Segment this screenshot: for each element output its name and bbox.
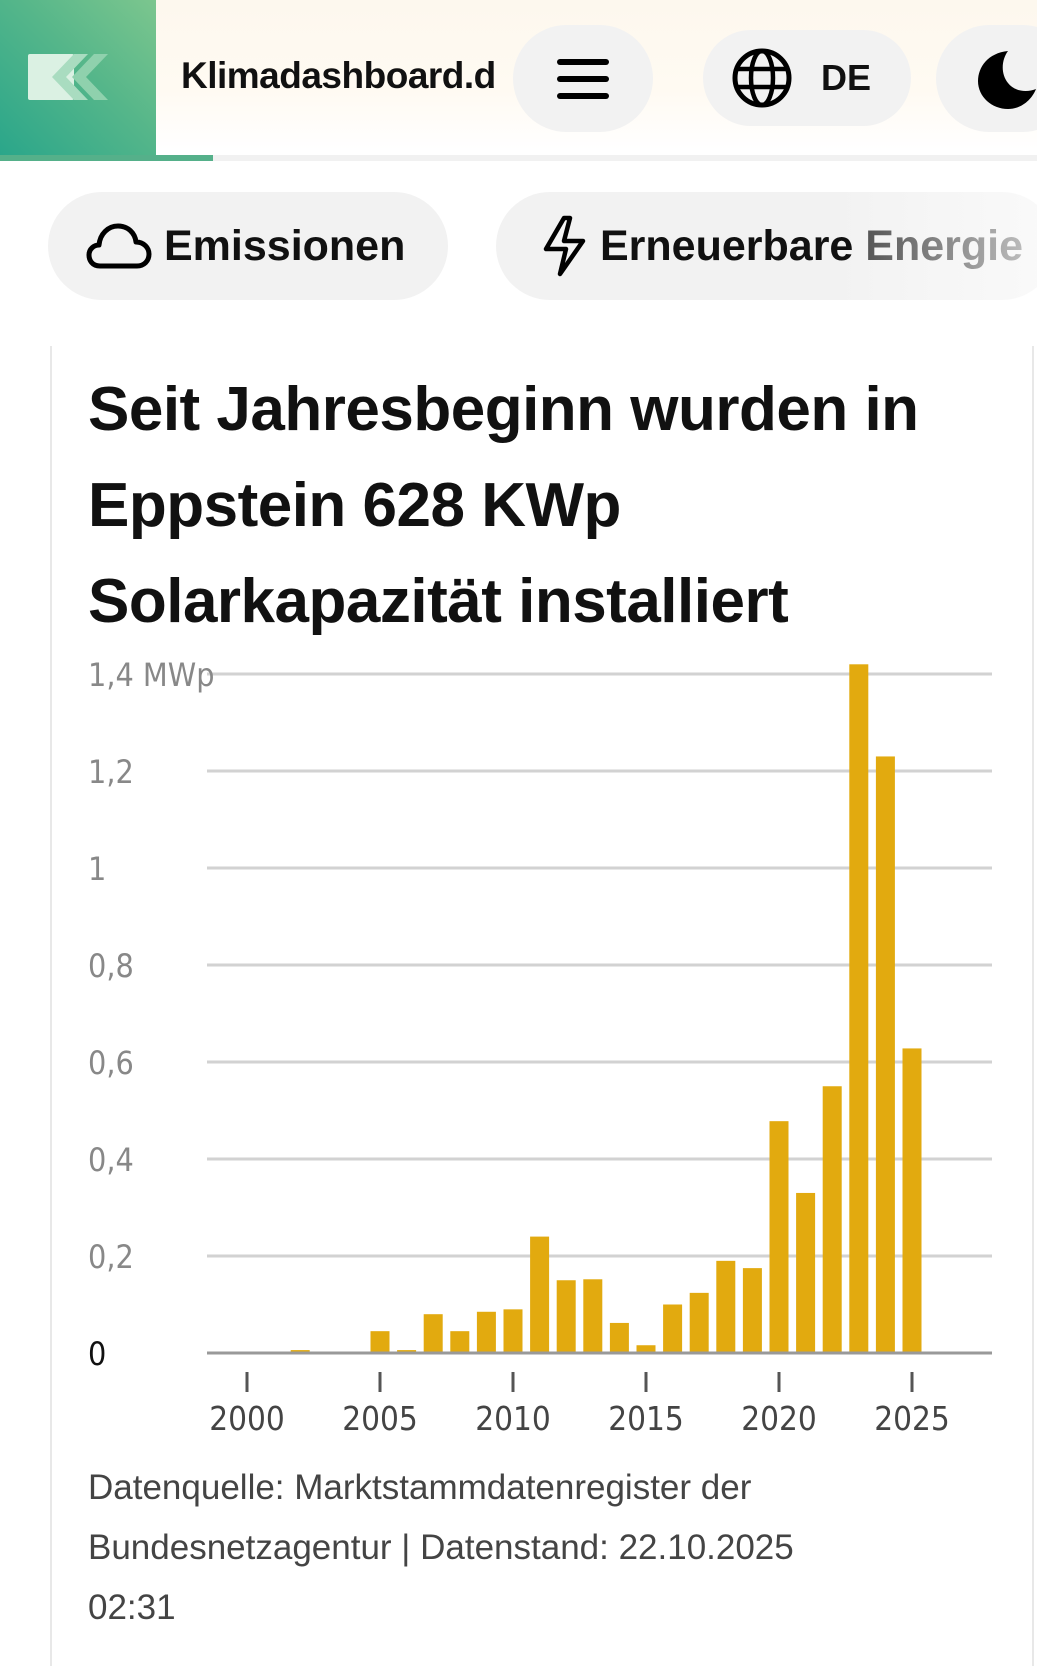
y-tick-label: 1,2 [88,753,134,791]
card-headline: Seit Jahresbeginn wurden in Eppstein 628… [88,375,919,636]
y-tick-label: 0,4 [88,1141,134,1179]
bar-2024[interactable] [875,756,895,1353]
bar-2018[interactable] [716,1260,736,1353]
bar-2005[interactable] [370,1331,390,1353]
site-title[interactable]: Klimadashboard.d [181,55,496,96]
bar-2009[interactable] [476,1311,496,1353]
scroll-progress-bar [0,155,1037,161]
bar-2019[interactable] [742,1268,762,1353]
source-line-2: Bundesnetzagentur | Datenstand: 22.10.20… [88,1528,794,1567]
y-tick-label: 1,4 MWp [88,656,215,694]
y-tick-label: 1 [88,850,106,888]
y-tick-label: 0 [88,1335,106,1373]
bar-2011[interactable] [530,1236,550,1353]
globe-icon [732,48,792,108]
lightning-icon [543,215,586,277]
source-line-1: Datenquelle: Marktstammdatenregister der [88,1468,752,1507]
bar-2007[interactable] [423,1314,443,1353]
bar-2023[interactable] [849,664,869,1353]
bar-2016[interactable] [663,1304,683,1354]
y-tick-label: 0,2 [88,1238,134,1276]
scroll-progress-fill [0,155,213,161]
nav-chip-label-faded: Energie [865,221,1024,270]
nav-chip-label: Erneuerbare Energie [600,222,1023,271]
x-tick-label: 2000 [209,1399,285,1438]
nav-chip-label: Emissionen [164,221,406,270]
theme-toggle-button[interactable] [936,25,1037,132]
bar-2025[interactable] [902,1048,922,1353]
bar-2022[interactable] [822,1086,842,1353]
logo[interactable] [0,0,156,156]
nav-chip-label-main: Erneuerbare [600,221,854,270]
moon-icon [978,50,1036,109]
menu-icon [557,58,609,99]
language-label: DE [821,57,872,98]
bar-2010[interactable] [503,1309,523,1353]
data-source-note: Datenquelle: Marktstammdatenregister der… [88,1458,988,1638]
bar-2013[interactable] [583,1279,603,1353]
bar-2021[interactable] [796,1192,816,1353]
y-tick-label: 0,8 [88,947,134,985]
source-line-3: 02:31 [88,1588,176,1627]
bar-2012[interactable] [556,1280,576,1353]
y-tick-label: 0,6 [88,1044,134,1082]
klimadashboard-logo-icon [28,54,108,100]
menu-button[interactable] [513,25,653,132]
bar-2020[interactable] [769,1121,789,1353]
bar-2008[interactable] [450,1331,470,1353]
nav-chip-erneuerbare-energien[interactable]: Erneuerbare Energie [496,192,1037,300]
x-tick-label: 2025 [874,1399,950,1438]
language-button[interactable]: DE [703,30,911,126]
bar-2015[interactable] [636,1345,656,1353]
bar-2014[interactable] [609,1322,629,1353]
x-tick-label: 2005 [342,1399,418,1438]
x-tick-label: 2020 [741,1399,817,1438]
bar-2017[interactable] [689,1292,709,1353]
nav-chip-emissionen[interactable]: Emissionen [48,192,448,300]
x-tick-label: 2015 [608,1399,684,1438]
x-tick-label: 2010 [475,1399,551,1438]
cloud-icon [86,223,152,269]
chart-card [50,346,1034,1666]
